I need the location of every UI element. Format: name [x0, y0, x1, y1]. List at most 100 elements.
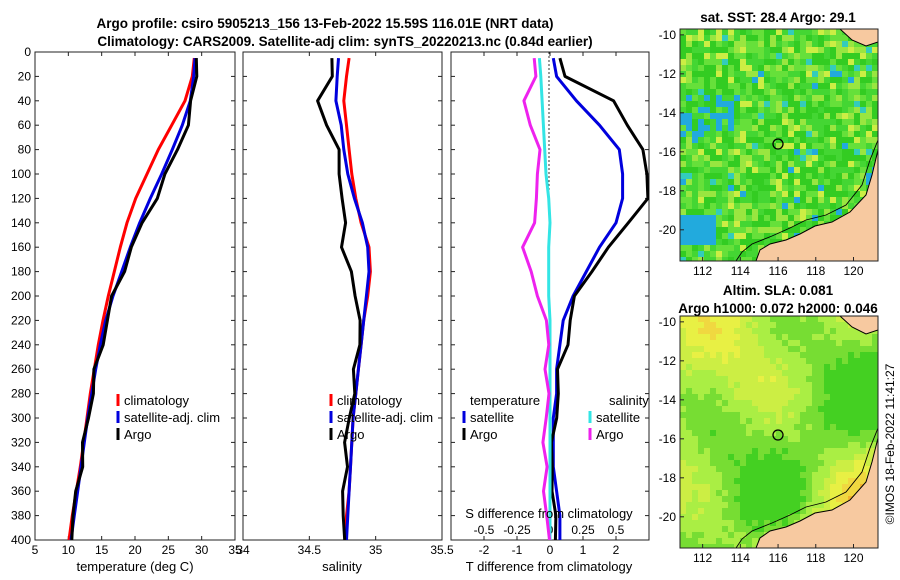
map-cell — [704, 490, 711, 497]
map-cell — [722, 101, 729, 108]
map-cell — [818, 209, 825, 216]
map-cell — [698, 484, 705, 491]
map-cell — [812, 29, 819, 36]
map-cell — [848, 83, 855, 90]
map-cell — [848, 454, 855, 461]
map-cell — [806, 47, 813, 54]
map-cell — [746, 352, 753, 359]
map-cell — [692, 334, 699, 341]
map-cell — [728, 137, 735, 144]
map-cell — [704, 364, 711, 371]
map-cell — [818, 137, 825, 144]
map-cell — [716, 233, 723, 240]
map-y-tick-label: -10 — [659, 315, 677, 329]
map-cell — [716, 472, 723, 479]
map-cell — [812, 340, 819, 347]
map-cell — [704, 508, 711, 515]
map-cell — [734, 245, 741, 252]
map-cell — [806, 221, 813, 228]
map-cell — [800, 334, 807, 341]
map-cell — [746, 382, 753, 389]
map-cell — [836, 125, 843, 132]
map-cell — [752, 113, 759, 120]
map-cell — [740, 508, 747, 515]
map-cell — [788, 221, 795, 228]
map-cell — [818, 89, 825, 96]
map-cell — [800, 424, 807, 431]
map-cell — [728, 448, 735, 455]
map-cell — [830, 460, 837, 467]
map-cell — [698, 173, 705, 180]
map-cell — [800, 191, 807, 198]
map-cell — [812, 424, 819, 431]
map-cell — [830, 490, 837, 497]
map-cell — [752, 376, 759, 383]
map-cell — [860, 143, 867, 150]
map-cell — [758, 442, 765, 449]
map-cell — [680, 173, 687, 180]
map-cell — [782, 149, 789, 156]
map-cell — [752, 466, 759, 473]
map-cell — [764, 496, 771, 503]
map-cell — [860, 454, 867, 461]
map-cell — [710, 77, 717, 84]
map-cell — [776, 412, 783, 419]
map-cell — [782, 436, 789, 443]
map-cell — [764, 113, 771, 120]
map-cell — [788, 71, 795, 78]
map-cell — [692, 544, 699, 548]
map-cell — [722, 209, 729, 216]
map-cell — [722, 382, 729, 389]
map-cell — [680, 382, 687, 389]
map-cell — [698, 59, 705, 66]
map-cell — [860, 83, 867, 90]
map-cell — [842, 83, 849, 90]
map-cell — [764, 137, 771, 144]
map-cell — [836, 65, 843, 72]
map-cell — [830, 406, 837, 413]
map-cell — [692, 460, 699, 467]
map-cell — [752, 502, 759, 509]
map-cell — [782, 364, 789, 371]
map-cell — [734, 334, 741, 341]
map-cell — [800, 173, 807, 180]
map-cell — [824, 340, 831, 347]
map-cell — [710, 233, 717, 240]
map-cell — [854, 346, 861, 353]
map-cell — [758, 143, 765, 150]
map-cell — [824, 95, 831, 102]
map-cell — [770, 436, 777, 443]
map-cell — [710, 526, 717, 533]
map-cell — [818, 406, 825, 413]
map-cell — [686, 107, 693, 114]
map-cell — [776, 215, 783, 222]
map-cell — [734, 179, 741, 186]
map-cell — [842, 107, 849, 114]
map-cell — [824, 460, 831, 467]
map-cell — [716, 340, 723, 347]
map-cell — [848, 424, 855, 431]
map-cell — [710, 257, 717, 261]
map-cell — [758, 185, 765, 192]
map-cell — [824, 71, 831, 78]
map-cell — [770, 418, 777, 425]
map-cell — [818, 328, 825, 335]
map-cell — [686, 257, 693, 261]
map-cell — [782, 382, 789, 389]
map-cell — [710, 394, 717, 401]
map-cell — [866, 101, 873, 108]
map-cell — [758, 412, 765, 419]
map-cell — [824, 454, 831, 461]
map-cell — [854, 412, 861, 419]
map-cell — [758, 95, 765, 102]
map-cell — [698, 221, 705, 228]
map-x-tick-label: 112 — [693, 551, 712, 565]
map-cell — [776, 47, 783, 54]
map-cell — [764, 233, 771, 240]
map-cell — [824, 83, 831, 90]
map-cell — [836, 412, 843, 419]
map-cell — [692, 316, 699, 323]
map-cell — [740, 215, 747, 222]
difference-series — [521, 57, 649, 540]
